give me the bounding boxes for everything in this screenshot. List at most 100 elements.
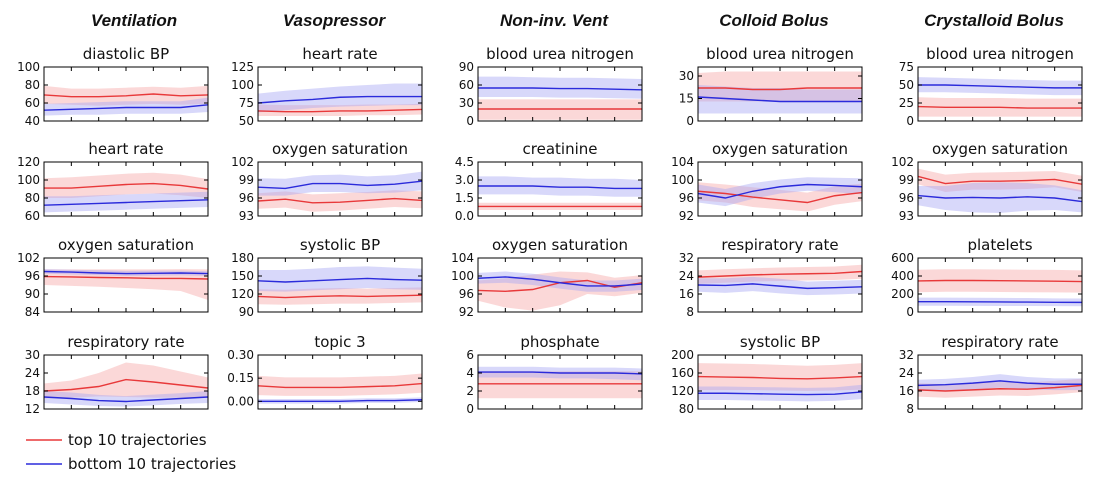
plot-area: [478, 366, 642, 399]
panel-title: blood urea nitrogen: [706, 45, 854, 63]
y-tick-label: 125: [231, 60, 254, 74]
y-tick-label: 99: [899, 173, 914, 187]
line-bottom: [918, 300, 1082, 304]
y-tick-label: 100: [231, 78, 254, 92]
panel-8: 104 100 96 92 oxygen saturation: [671, 140, 863, 223]
y-tick-label: 0.00: [227, 394, 254, 408]
y-tick-label: 24: [25, 366, 40, 380]
panel-title: heart rate: [302, 45, 377, 63]
column-title-non-inv-vent: Non-inv. Vent: [500, 11, 609, 30]
column-title-crystalloid-bolus: Crystalloid Bolus: [924, 11, 1064, 30]
y-tick-label: 0.15: [227, 371, 254, 385]
plot-area: [918, 168, 1082, 213]
y-tick-label: 400: [891, 269, 914, 283]
plot-area: [44, 85, 208, 116]
line-top: [698, 270, 862, 278]
panel-title: oxygen saturation: [492, 236, 628, 254]
line-top: [918, 279, 1082, 283]
line-top: [44, 275, 208, 280]
panel-18: 200 160 120 80 systolic BP: [671, 333, 863, 416]
panel-2: 90 60 30 0 blood urea nitrogen: [459, 45, 643, 128]
plot-area: [44, 269, 208, 300]
y-tick-label: 93: [239, 209, 254, 223]
line-top: [698, 190, 862, 204]
plot-area: [258, 171, 422, 212]
panel-12: 104 100 96 92 oxygen saturation: [451, 236, 643, 319]
band-bottom: [478, 271, 642, 292]
y-tick-label: 96: [899, 191, 914, 205]
band-bottom: [44, 391, 208, 407]
y-tick-label: 60: [459, 78, 474, 92]
y-tick-label: 93: [899, 209, 914, 223]
y-tick-label: 16: [899, 384, 914, 398]
band-bottom: [258, 397, 422, 404]
y-tick-label: 2: [466, 384, 474, 398]
line-bottom: [698, 183, 862, 199]
line-top: [698, 87, 862, 91]
panel-title: diastolic BP: [83, 45, 169, 63]
y-tick-label: 200: [891, 287, 914, 301]
line-top: [44, 182, 208, 190]
y-tick-label: 4: [466, 366, 474, 380]
y-tick-label: 8: [906, 402, 914, 416]
line-top: [44, 93, 208, 98]
plot-area: [698, 363, 862, 402]
line-bottom: [44, 199, 208, 206]
y-tick-label: 100: [671, 173, 694, 187]
line-top: [258, 197, 422, 204]
line-bottom: [918, 380, 1082, 387]
line-bottom: [698, 96, 862, 103]
column-titles: Ventilation Vasopressor Non-inv. Vent Co…: [91, 11, 1064, 30]
band-top: [258, 373, 422, 396]
line-top: [258, 294, 422, 299]
y-tick-label: 102: [891, 155, 914, 169]
y-tick-label: 24: [899, 366, 914, 380]
panel-title: respiratory rate: [67, 333, 184, 351]
y-tick-label: 200: [671, 348, 694, 362]
panel-title: creatinine: [523, 140, 598, 158]
y-tick-label: 16: [679, 287, 694, 301]
plot-area: [478, 271, 642, 311]
y-tick-label: 80: [679, 402, 694, 416]
y-tick-label: 75: [899, 60, 914, 74]
y-tick-label: 15: [679, 92, 694, 106]
y-tick-label: 32: [899, 348, 914, 362]
y-tick-label: 120: [231, 287, 254, 301]
line-bottom: [44, 104, 208, 111]
y-tick-label: 104: [451, 251, 474, 265]
band-top: [698, 363, 862, 391]
band-top: [698, 182, 862, 212]
line-top: [918, 175, 1082, 185]
band-bottom: [258, 83, 422, 113]
y-tick-label: 40: [25, 114, 40, 128]
y-tick-label: 96: [459, 287, 474, 301]
line-top: [918, 384, 1082, 392]
y-tick-label: 102: [17, 251, 40, 265]
panel-title: oxygen saturation: [712, 140, 848, 158]
y-tick-label: 90: [25, 287, 40, 301]
line-bottom: [478, 371, 642, 375]
plot-area: [478, 176, 642, 210]
band-top: [258, 103, 422, 116]
plot-area: [918, 269, 1082, 307]
band-top: [478, 271, 642, 311]
line-bottom: [258, 277, 422, 283]
y-tick-label: 3.0: [455, 173, 474, 187]
y-tick-label: 6: [466, 348, 474, 362]
band-top: [478, 371, 642, 399]
line-top: [258, 108, 422, 113]
legend-label-bottom: bottom 10 trajectories: [68, 455, 236, 473]
y-tick-label: 8: [686, 305, 694, 319]
panel-title: phosphate: [520, 333, 599, 351]
panel-7: 4.5 3.0 1.5 0.0 creatinine: [455, 140, 643, 223]
band-bottom: [44, 269, 208, 276]
line-bottom: [478, 87, 642, 91]
legend: top 10 trajectories bottom 10 trajectori…: [26, 431, 236, 473]
panel-17: 6 4 2 0 phosphate: [466, 333, 643, 416]
y-tick-label: 160: [671, 366, 694, 380]
y-tick-label: 75: [239, 96, 254, 110]
plot-area: [258, 373, 422, 404]
panel-title: blood urea nitrogen: [926, 45, 1074, 63]
band-bottom: [698, 85, 862, 114]
